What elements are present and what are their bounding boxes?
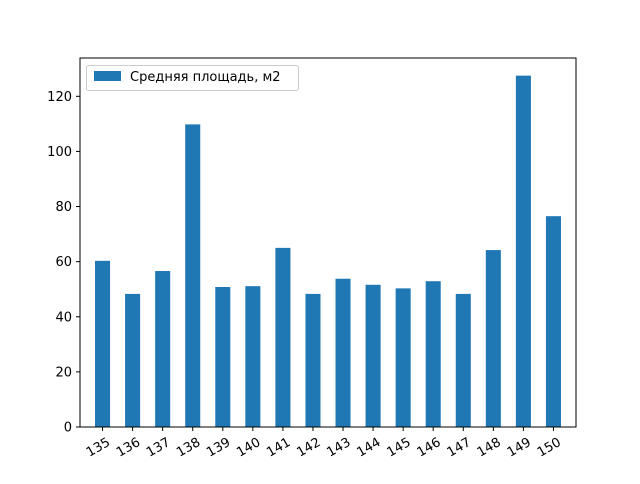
- bar-140: [245, 286, 261, 427]
- legend-frame: [86, 65, 299, 91]
- bar-145: [395, 288, 411, 427]
- bar-141: [275, 247, 291, 427]
- y-tick-label-60: 60: [55, 255, 72, 270]
- bar-150: [545, 216, 561, 427]
- legend: Средняя площадь, м2: [86, 65, 299, 91]
- axes-group: [79, 57, 577, 428]
- axes-frame: [79, 57, 577, 428]
- bar-139: [215, 287, 231, 427]
- bar-142: [305, 293, 321, 427]
- y-tick-label-120: 120: [47, 90, 72, 105]
- bar-135: [95, 260, 111, 427]
- bars-group: [95, 75, 561, 427]
- bar-138: [185, 124, 201, 427]
- bar-146: [425, 281, 441, 427]
- y-tick-label-80: 80: [55, 200, 72, 215]
- y-tick-label-0: 0: [64, 421, 72, 436]
- bar-143: [335, 278, 351, 427]
- bar-148: [485, 250, 501, 427]
- legend-swatch: [94, 71, 121, 81]
- bar-147: [455, 293, 471, 427]
- y-tick-label-100: 100: [47, 145, 72, 160]
- y-ticks-group: 0 20 40 60 80 100 120: [47, 90, 80, 436]
- bar-149: [515, 75, 531, 427]
- bar-136: [125, 293, 141, 427]
- y-tick-label-20: 20: [55, 365, 72, 380]
- legend-label: Средняя площадь, м2: [130, 70, 281, 85]
- bar-137: [155, 271, 171, 427]
- y-tick-label-40: 40: [55, 310, 72, 325]
- bar-144: [365, 284, 381, 427]
